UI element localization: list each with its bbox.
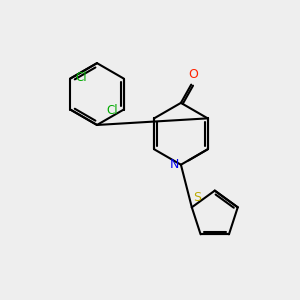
Text: Cl: Cl xyxy=(107,104,118,118)
Text: S: S xyxy=(193,191,201,204)
Text: N: N xyxy=(170,158,179,171)
Text: O: O xyxy=(188,68,198,81)
Text: Cl: Cl xyxy=(76,70,87,84)
